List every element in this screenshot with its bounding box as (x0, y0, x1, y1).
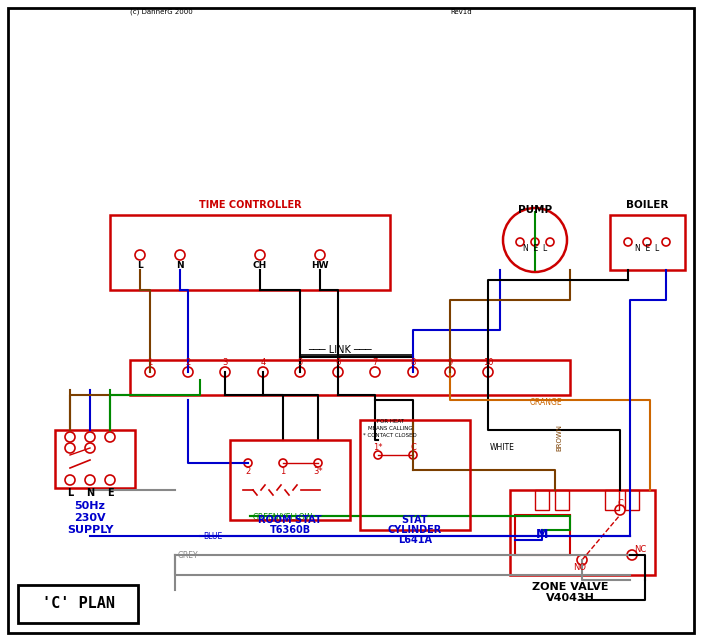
Text: STAT: STAT (402, 515, 428, 525)
Text: N: N (86, 488, 94, 498)
Bar (55, 430, 135, 488)
Bar (610, 215, 685, 270)
Text: SUPPLY: SUPPLY (67, 525, 113, 535)
Bar (535, 490, 549, 510)
Text: NC: NC (634, 545, 646, 554)
Bar (360, 420, 470, 530)
Text: 9: 9 (447, 358, 453, 367)
Bar (510, 490, 655, 575)
Text: ZONE VALVE: ZONE VALVE (531, 582, 608, 592)
Text: 'C' PLAN: 'C' PLAN (41, 597, 114, 612)
Text: 8: 8 (410, 358, 416, 367)
Text: 2: 2 (185, 358, 191, 367)
Text: ROOM STAT: ROOM STAT (258, 515, 322, 525)
Bar (625, 490, 639, 510)
Text: C: C (410, 442, 416, 451)
Text: 1: 1 (147, 358, 152, 367)
Text: 3*: 3* (313, 467, 323, 476)
Text: 1*: 1* (373, 442, 383, 451)
Text: V4043H: V4043H (545, 593, 595, 603)
Text: FOR HEAT: FOR HEAT (376, 419, 404, 424)
Bar (605, 490, 619, 510)
Text: 4: 4 (260, 358, 265, 367)
Text: HW: HW (311, 260, 329, 269)
Bar (515, 515, 570, 555)
Bar (110, 215, 390, 290)
Text: 3: 3 (223, 358, 227, 367)
Bar (230, 440, 350, 520)
Text: E: E (107, 488, 113, 498)
Text: 5: 5 (298, 358, 303, 367)
Text: PUMP: PUMP (518, 205, 552, 215)
Text: L: L (67, 488, 73, 498)
Text: (c) DannerG 2000: (c) DannerG 2000 (130, 8, 193, 15)
Text: ─── LINK ───: ─── LINK ─── (308, 345, 372, 355)
Text: T6360B: T6360B (270, 525, 310, 535)
Text: GREEN/YELLOW: GREEN/YELLOW (253, 512, 313, 521)
Text: ORANGE: ORANGE (530, 398, 562, 407)
Text: L: L (137, 260, 143, 269)
Text: 1: 1 (280, 467, 286, 476)
Bar (555, 490, 569, 510)
Text: 2: 2 (246, 467, 251, 476)
Bar (130, 360, 570, 395)
Text: GREY: GREY (178, 551, 199, 560)
Text: M: M (536, 528, 548, 542)
Text: Rev1d: Rev1d (450, 9, 472, 15)
Text: MEANS CALLING: MEANS CALLING (368, 426, 412, 431)
Text: CYLINDER: CYLINDER (388, 525, 442, 535)
Text: CH: CH (253, 260, 267, 269)
Text: 50Hz: 50Hz (74, 501, 105, 511)
Text: 10: 10 (483, 358, 494, 367)
Text: C: C (617, 499, 623, 508)
Text: TIME CONTROLLER: TIME CONTROLLER (199, 200, 301, 210)
Text: N  E  L: N E L (635, 244, 659, 253)
Text: BOILER: BOILER (625, 200, 668, 210)
Text: N  E  L: N E L (523, 244, 547, 253)
Bar (18, 585, 138, 623)
Text: BROWN: BROWN (556, 424, 562, 451)
Text: L641A: L641A (398, 535, 432, 545)
Text: BLUE: BLUE (203, 532, 223, 541)
Text: 7: 7 (372, 358, 378, 367)
Text: WHITE: WHITE (490, 443, 515, 452)
Text: 6: 6 (336, 358, 340, 367)
Text: N: N (176, 260, 184, 269)
Text: * CONTACT CLOSED: * CONTACT CLOSED (363, 433, 417, 438)
Text: 230V: 230V (74, 513, 106, 523)
Text: NO: NO (574, 563, 586, 572)
